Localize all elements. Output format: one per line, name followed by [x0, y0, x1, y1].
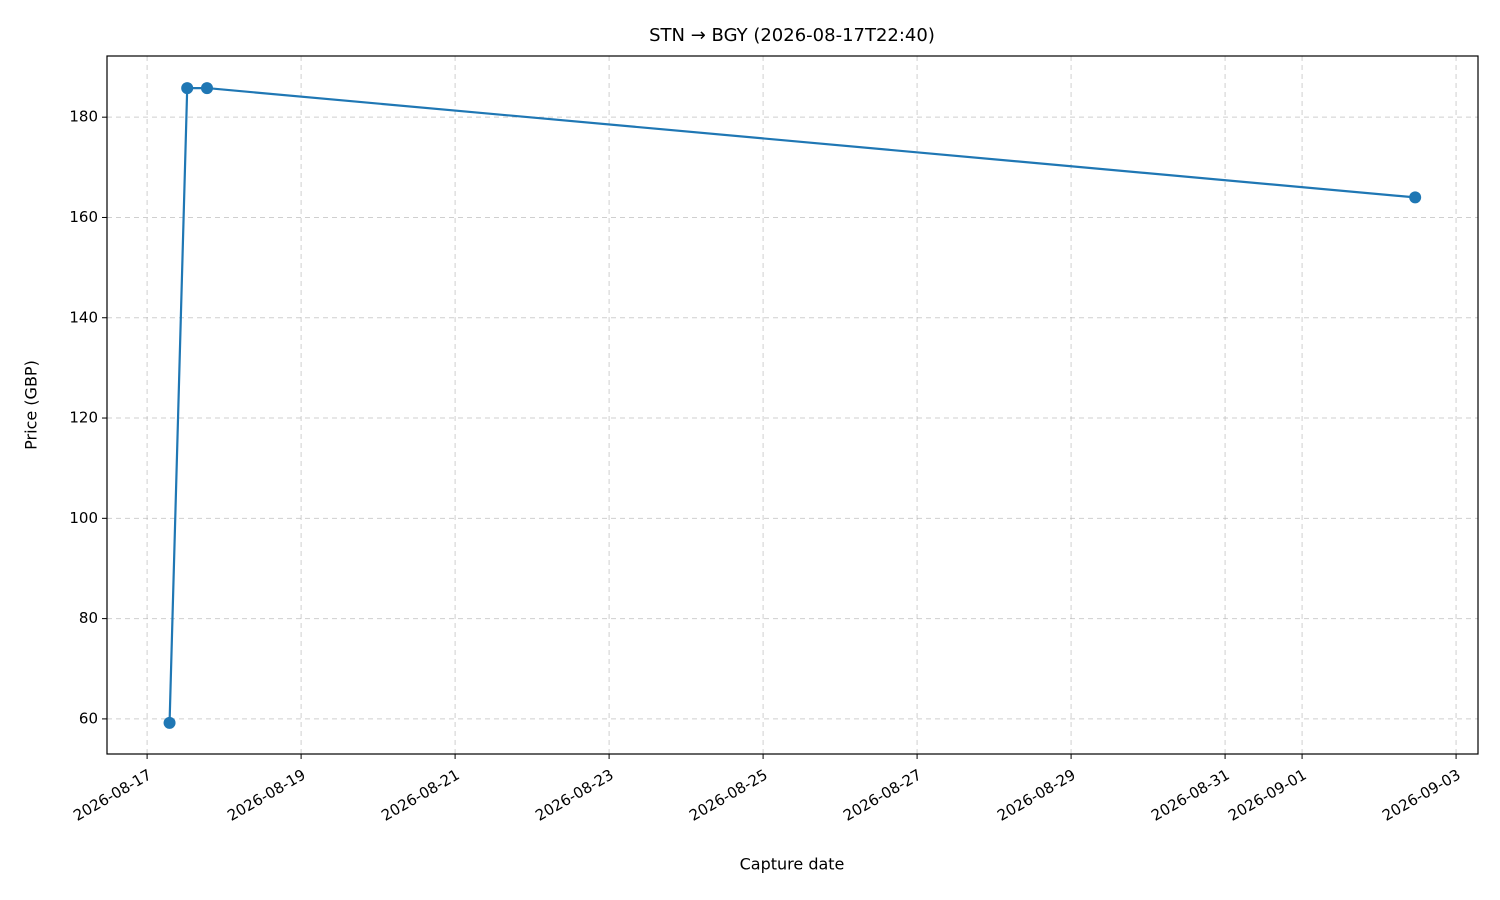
y-tick-label: 60 — [79, 709, 98, 727]
y-axis-label: Price (GBP) — [22, 360, 41, 450]
y-tick-label: 80 — [79, 609, 98, 627]
chart-title: STN → BGY (2026-08-17T22:40) — [649, 25, 935, 46]
line — [168, 86, 1416, 723]
point — [1409, 191, 1422, 204]
x-axis-label: Capture date — [740, 855, 845, 874]
point — [181, 82, 194, 95]
point — [163, 716, 176, 729]
y-tick-label: 100 — [69, 509, 98, 527]
y-tick-label: 120 — [69, 409, 98, 427]
point — [200, 82, 213, 95]
plot-frame — [106, 55, 1479, 755]
y-tick-label: 180 — [69, 108, 98, 126]
y-tick-label: 160 — [69, 208, 98, 226]
y-tick-label: 140 — [69, 308, 98, 326]
